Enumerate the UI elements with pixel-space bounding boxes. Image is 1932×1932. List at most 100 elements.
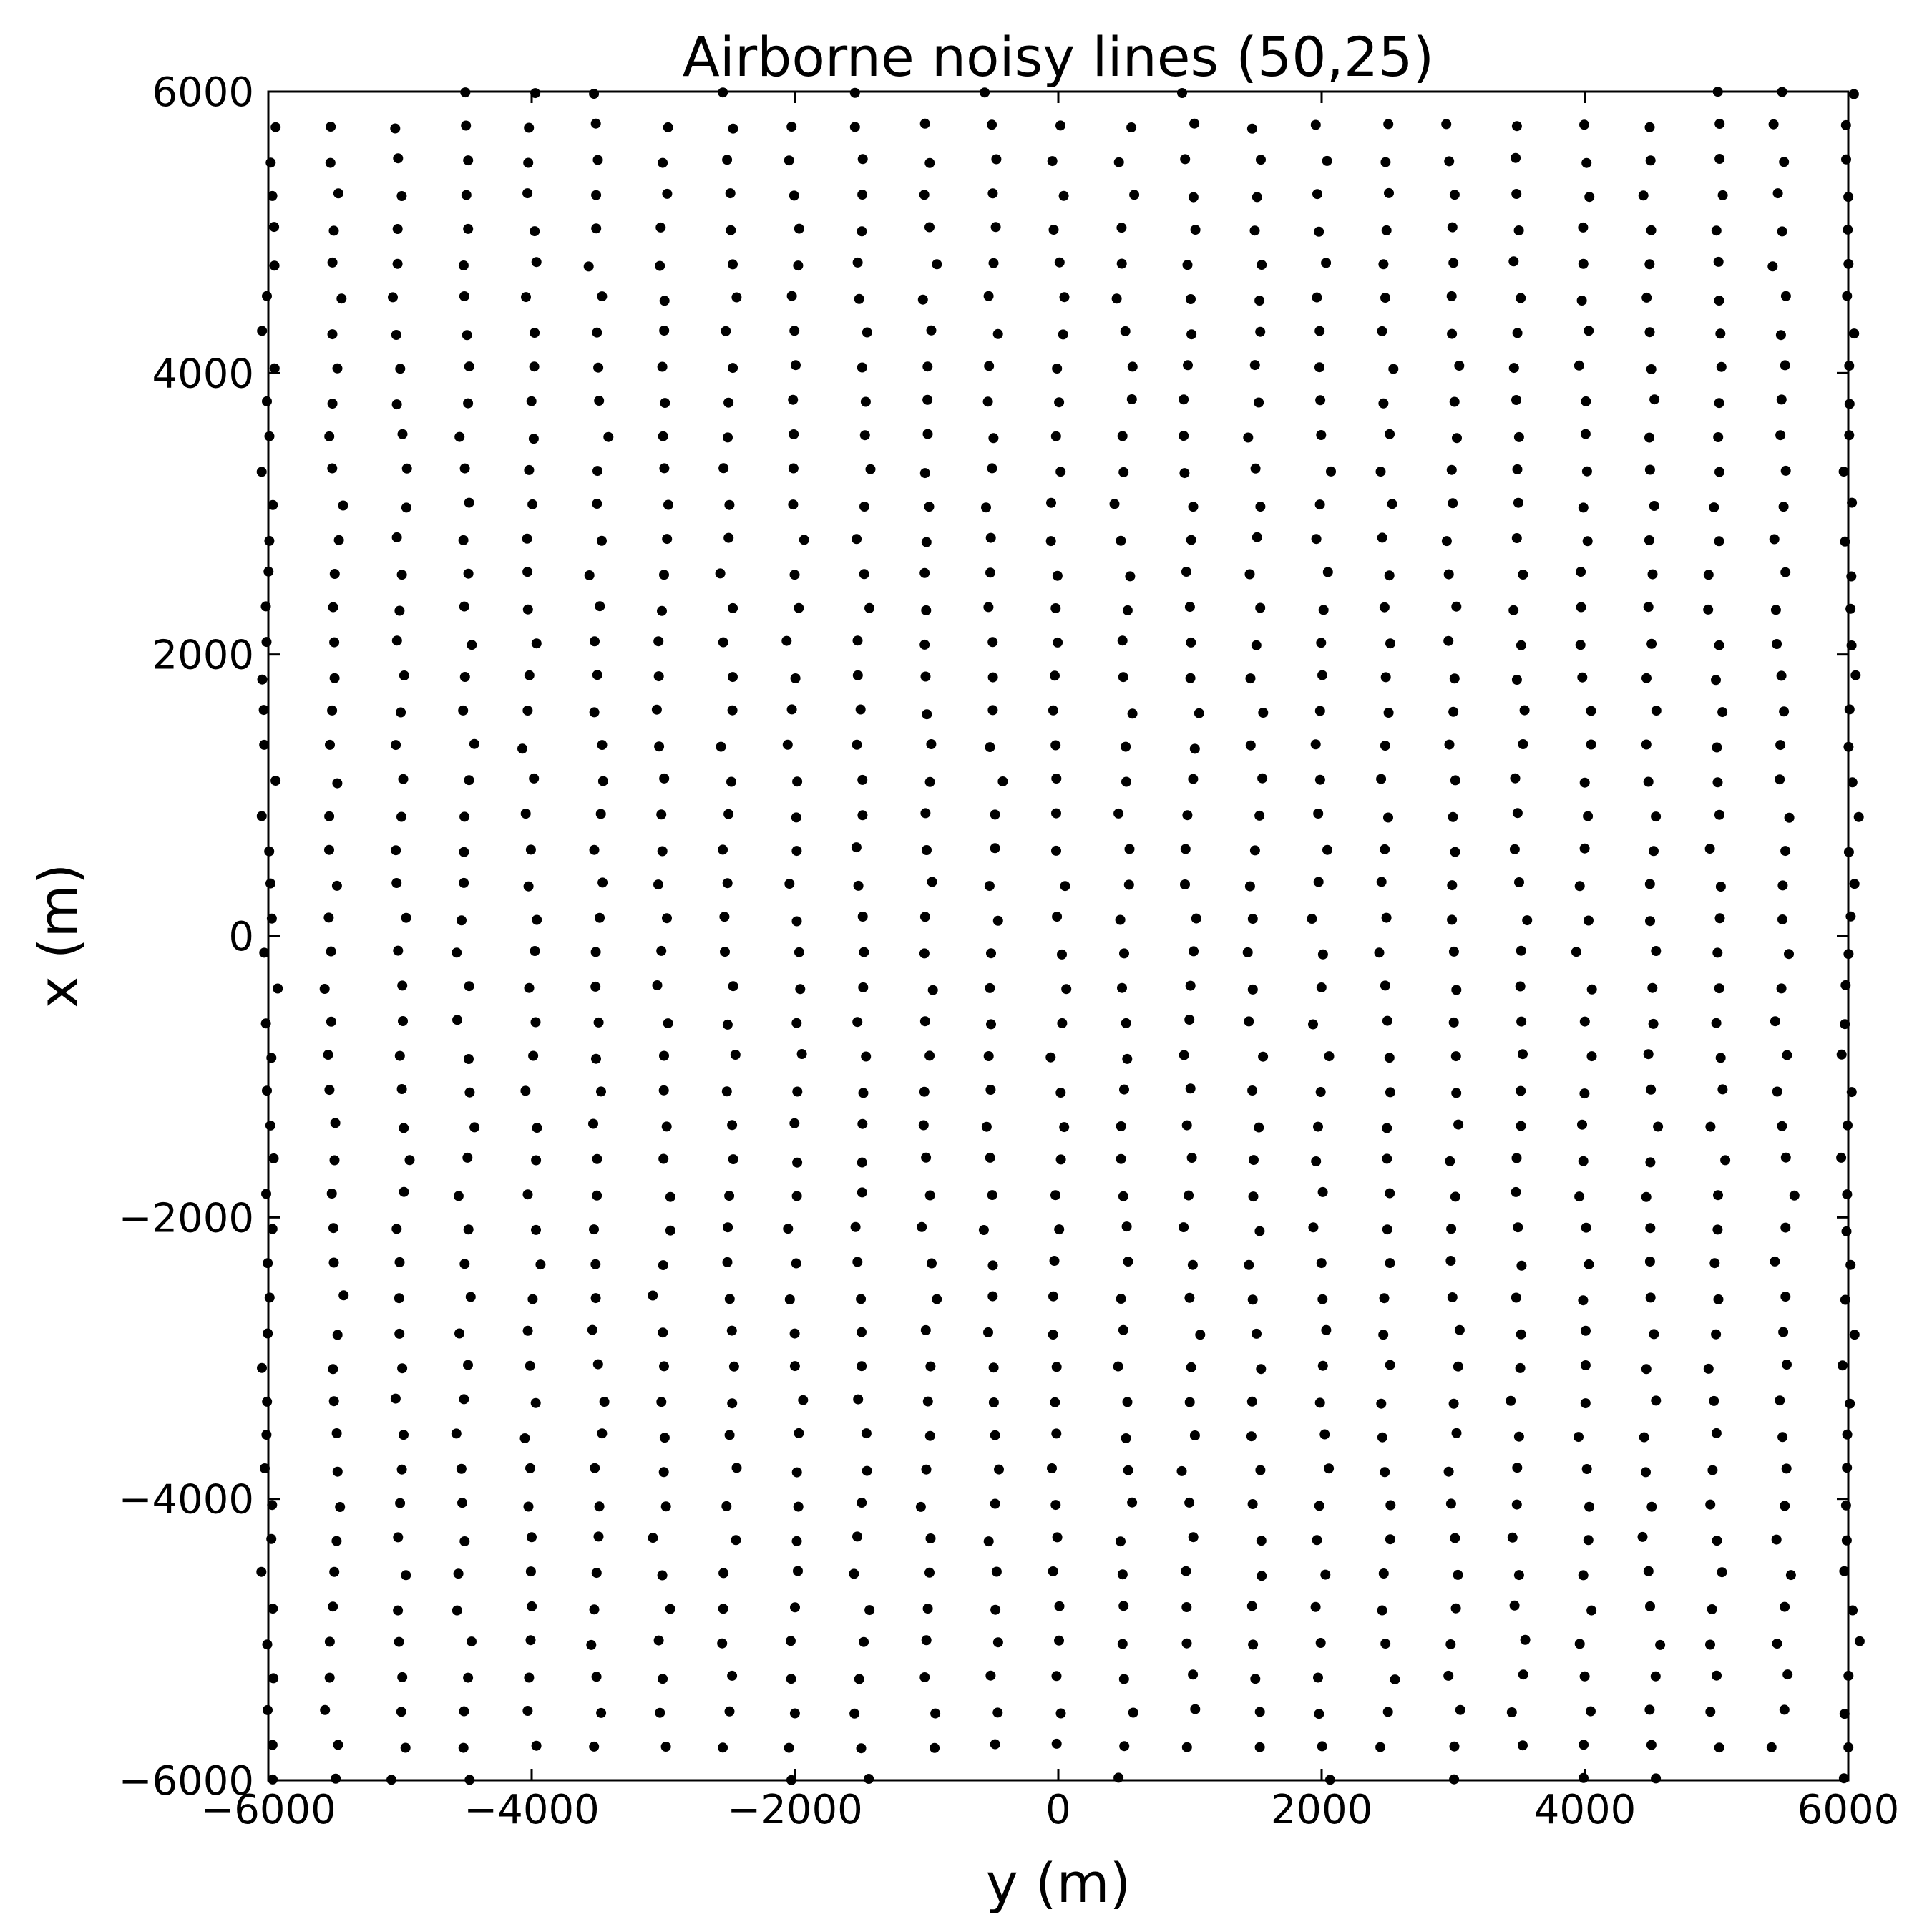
data-point xyxy=(784,155,794,166)
data-point xyxy=(860,396,871,407)
data-point xyxy=(1121,1433,1131,1443)
data-point xyxy=(1314,1501,1324,1511)
data-point xyxy=(1705,1639,1715,1650)
data-point xyxy=(465,1292,476,1302)
data-point xyxy=(1247,1294,1258,1305)
data-point xyxy=(1712,1670,1722,1681)
data-point xyxy=(1179,468,1190,479)
data-point xyxy=(1374,947,1385,958)
data-point xyxy=(726,225,736,235)
data-point xyxy=(1243,432,1254,443)
data-point xyxy=(525,1566,536,1577)
data-point xyxy=(1653,1121,1664,1132)
data-point xyxy=(1444,739,1455,750)
data-point xyxy=(265,157,276,168)
data-point xyxy=(915,1501,926,1512)
data-point xyxy=(259,739,270,750)
data-point xyxy=(396,1464,407,1475)
data-point xyxy=(851,842,862,853)
data-point xyxy=(1116,258,1127,269)
data-point xyxy=(856,1743,867,1754)
data-point xyxy=(1122,1397,1133,1407)
data-point xyxy=(1712,742,1722,753)
data-point xyxy=(1450,1603,1461,1614)
data-point xyxy=(1319,1429,1330,1440)
data-point xyxy=(658,431,668,441)
data-point xyxy=(660,1742,671,1752)
data-point xyxy=(1195,1330,1206,1340)
data-point xyxy=(458,705,469,716)
data-point xyxy=(1780,1601,1790,1612)
data-point xyxy=(857,362,867,373)
y-tick-label: 4000 xyxy=(152,351,254,397)
data-point xyxy=(1849,328,1860,339)
data-point xyxy=(459,1259,470,1269)
data-point xyxy=(926,739,937,749)
data-point xyxy=(790,1602,800,1613)
data-point xyxy=(452,1605,462,1616)
data-point xyxy=(718,637,728,648)
data-point xyxy=(1061,984,1072,995)
data-point xyxy=(789,429,799,439)
data-point xyxy=(1117,982,1127,993)
data-point xyxy=(319,984,330,994)
data-point xyxy=(1060,881,1070,892)
data-point xyxy=(520,1085,531,1096)
data-point xyxy=(922,429,933,439)
data-point xyxy=(987,1260,998,1271)
data-point xyxy=(726,776,736,787)
data-point xyxy=(463,155,474,166)
data-point xyxy=(1841,1226,1852,1236)
data-point xyxy=(393,1532,404,1543)
data-point xyxy=(1385,1188,1395,1199)
data-point xyxy=(1581,1222,1591,1233)
data-point xyxy=(1249,845,1260,856)
data-point xyxy=(921,1152,932,1163)
data-point xyxy=(927,1258,937,1269)
data-point xyxy=(723,532,734,543)
data-point xyxy=(1777,226,1787,237)
data-point xyxy=(1840,1500,1851,1511)
data-point xyxy=(1778,1327,1789,1337)
data-point xyxy=(1583,811,1594,821)
data-point xyxy=(1720,1155,1731,1166)
data-point xyxy=(1649,394,1660,405)
data-point xyxy=(986,948,996,959)
data-point xyxy=(728,672,738,683)
data-point xyxy=(464,1054,474,1064)
data-point xyxy=(456,1463,467,1474)
data-point xyxy=(1651,1395,1662,1406)
data-point xyxy=(1842,1463,1853,1473)
data-point xyxy=(1711,1329,1722,1340)
data-point xyxy=(331,1536,342,1546)
data-point xyxy=(659,773,670,784)
data-point xyxy=(265,878,275,889)
data-point xyxy=(1445,1256,1456,1266)
data-point xyxy=(1453,1119,1464,1130)
data-point xyxy=(519,1433,530,1443)
data-point xyxy=(1242,947,1253,957)
data-point xyxy=(924,222,935,233)
data-point xyxy=(1314,1709,1324,1719)
data-point xyxy=(721,326,731,336)
data-point xyxy=(917,294,928,305)
data-point xyxy=(659,1361,669,1372)
data-point xyxy=(1188,502,1199,512)
data-point xyxy=(1186,535,1196,545)
data-point xyxy=(1714,119,1725,129)
data-point xyxy=(1256,155,1266,165)
data-point xyxy=(1646,364,1657,374)
data-point xyxy=(1646,638,1657,649)
data-points xyxy=(256,87,1865,1785)
data-point xyxy=(459,601,469,612)
data-point xyxy=(1578,258,1589,269)
data-point xyxy=(986,1019,996,1030)
data-point xyxy=(597,740,608,751)
data-point xyxy=(464,775,474,786)
data-point xyxy=(795,984,806,995)
data-point xyxy=(267,1500,278,1511)
data-point xyxy=(1453,1569,1463,1580)
data-point xyxy=(927,877,937,887)
data-point xyxy=(326,1016,336,1027)
data-point xyxy=(798,1395,809,1405)
